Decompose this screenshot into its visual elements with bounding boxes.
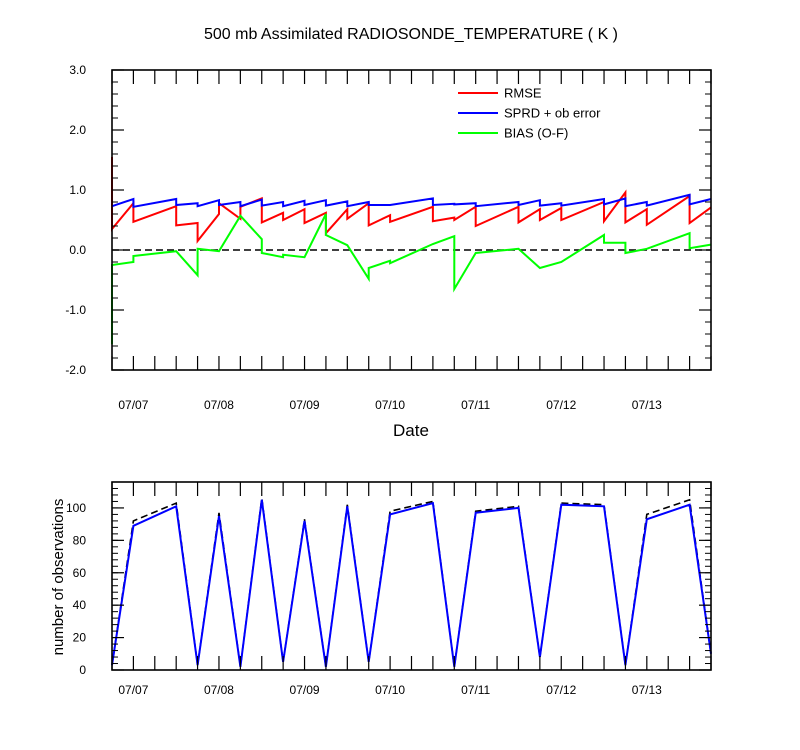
x-tick-label: 07/11 [461,398,490,412]
x-tick-label: 07/12 [546,398,576,412]
x-tick-label: 07/12 [546,683,576,697]
x-tick-label: 07/08 [204,683,234,697]
y-tick-label: 100 [66,501,86,515]
y-tick-label: 2.0 [69,123,86,137]
series-line-rmse [111,157,712,244]
y-tick-label: 80 [73,533,87,547]
x-tick-label: 07/10 [375,683,405,697]
y-tick-label: 40 [73,598,87,612]
x-tick-label: 07/07 [118,683,148,697]
plot-frame [111,69,712,371]
x-tick-label: 07/09 [290,683,320,697]
chart-title: 500 mb Assimilated RADIOSONDE_TEMPERATUR… [204,26,618,43]
y-tick-label: 0.0 [69,243,86,257]
bottom-chart-panel: 07/07 07/08 07/09 07/10 07/11 07/12 07/13 0 20 40… [66,481,712,697]
y-tick-label: -2.0 [65,363,86,377]
x-tick-label: 07/07 [118,398,148,412]
top-chart-panel: 07/07 07/08 07/09 07/10 07/11 07/12 07/13 -2.0 -… [65,63,712,412]
x-tick-label: 07/13 [632,683,662,697]
x-tick-label: 07/11 [461,683,490,697]
legend-label: SPRD + ob error [504,106,601,121]
y-tick-label: 1.0 [69,183,86,197]
x-tick-label: 07/08 [204,398,234,412]
series-line-sprd-ob-error [111,193,712,208]
y-tick-label: 3.0 [69,63,86,77]
y-axis-label: number of observations [50,499,67,656]
y-tick-label: 0 [79,663,86,677]
series-line-solid-blue [111,499,712,667]
legend-label: BIAS (O-F) [504,126,568,141]
x-tick-label: 07/09 [290,398,320,412]
legend: RMSE SPRD + ob error BIAS (O-F) [458,86,601,141]
y-tick-label: -1.0 [65,303,86,317]
x-tick-label: 07/10 [375,398,405,412]
series-line-bias-o-f [111,213,712,345]
x-tick-label: 07/13 [632,398,662,412]
y-tick-label: 20 [73,631,87,645]
legend-label: RMSE [504,86,542,101]
x-axis-label: Date [393,421,429,440]
y-tick-label: 60 [73,566,87,580]
